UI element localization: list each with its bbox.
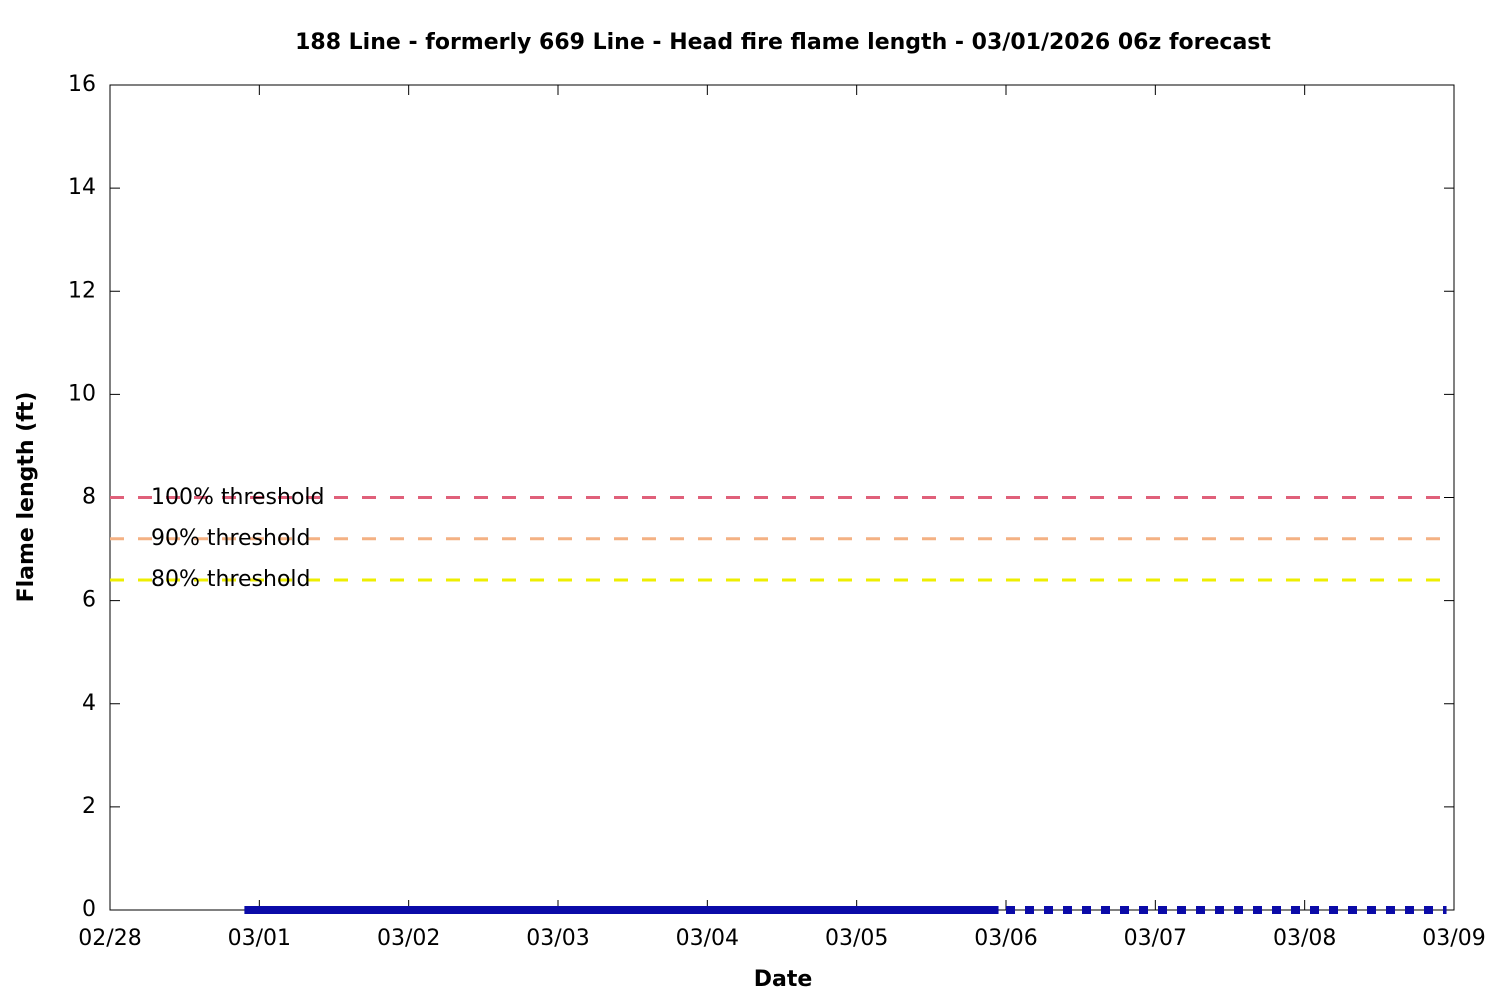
y-tick-label: 14 [68, 175, 96, 200]
x-tick-label: 02/28 [78, 926, 141, 951]
x-tick-label: 03/09 [1422, 926, 1485, 951]
x-tick-label: 03/03 [526, 926, 589, 951]
y-tick-label: 12 [68, 278, 96, 303]
x-axis-label: Date [754, 967, 813, 992]
x-tick-label: 03/08 [1273, 926, 1336, 951]
y-tick-label: 8 [82, 485, 96, 510]
y-tick-label: 10 [68, 381, 96, 406]
x-tick-label: 03/06 [974, 926, 1037, 951]
chart-title: 188 Line - formerly 669 Line - Head fire… [295, 30, 1271, 55]
legend-label: 80% threshold [151, 567, 311, 592]
y-tick-label: 2 [82, 794, 96, 819]
x-tick-label: 03/04 [676, 926, 739, 951]
y-tick-label: 4 [82, 691, 96, 716]
legend-label: 90% threshold [151, 526, 311, 551]
y-tick-label: 16 [68, 72, 96, 97]
y-tick-label: 0 [82, 897, 96, 922]
y-tick-label: 6 [82, 588, 96, 613]
x-tick-label: 03/07 [1124, 926, 1187, 951]
x-tick-label: 03/01 [228, 926, 291, 951]
x-tick-label: 03/05 [825, 926, 888, 951]
y-axis-label: Flame length (ft) [14, 392, 39, 603]
x-tick-label: 03/02 [377, 926, 440, 951]
legend-label: 100% threshold [151, 485, 325, 510]
